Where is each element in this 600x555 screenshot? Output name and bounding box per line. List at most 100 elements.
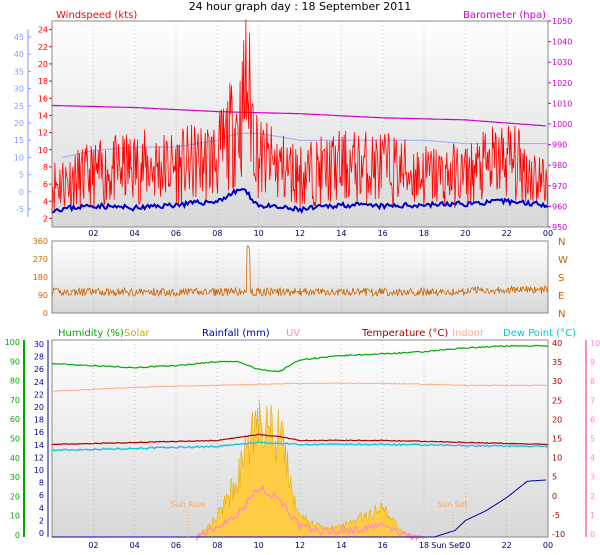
humidity-tick-label: 0: [15, 531, 20, 540]
temp-tick-label: 40: [552, 339, 562, 348]
wind-tick-label: 12: [38, 129, 48, 138]
rain-tick-label: 12: [34, 453, 44, 462]
rain-tick-label: 14: [34, 441, 44, 450]
humidity-tick-label: 80: [10, 377, 20, 386]
wind-tick-label: 2: [43, 214, 48, 223]
uv-tick-label: 4: [590, 454, 595, 463]
rain-tick-label: 22: [34, 390, 44, 399]
humidity-tick-label: 70: [10, 396, 20, 405]
wind-tick-label: 22: [38, 43, 48, 52]
baro-tick-label: 1050: [552, 17, 572, 26]
uv-tick-label: 2: [590, 492, 595, 501]
sun-set-label: Sun Set: [437, 500, 468, 509]
wind-gust-line: [62, 132, 547, 158]
temp-panel-legend-label: Rainfall (mm): [202, 328, 270, 339]
sun-set-tick-label: Sun Set: [431, 541, 462, 550]
wind-x-tick-label: 18: [419, 229, 429, 238]
temp-x-tick-label: 04: [130, 541, 140, 550]
temp-tick-label: 15: [552, 435, 562, 444]
rain-tick-label: 18: [34, 416, 44, 425]
temp-panel-frame: [51, 339, 549, 538]
temp-x-tick-label: 16: [378, 541, 388, 550]
wind-tick-label: 24: [38, 26, 48, 35]
temp-x-tick-label: 00: [543, 541, 553, 550]
wind-x-tick-label: 22: [502, 229, 512, 238]
baro-tick-label: 1030: [552, 58, 572, 67]
rain-tick-label: 24: [34, 378, 44, 387]
uv-tick-label: 5: [590, 435, 595, 444]
direction-tick-label: 270: [33, 255, 48, 264]
baro-tick-label: 990: [552, 141, 567, 150]
humidity-line: [51, 344, 549, 373]
temp-x-tick-label: 22: [502, 541, 512, 550]
baro-line: [52, 104, 546, 127]
rain-tick-label: 26: [34, 365, 44, 374]
baro-tick-label: 950: [552, 223, 567, 232]
uv-tick-label: 0: [590, 530, 595, 539]
rain-tick-label: 4: [39, 504, 44, 513]
sun-rise-label: Sun Rise: [170, 500, 205, 509]
uv-tick-label: 8: [590, 377, 595, 386]
direction-tick-label: 360: [33, 237, 48, 246]
baro-tick-label: 1040: [552, 38, 572, 47]
rain-tick-label: 20: [34, 403, 44, 412]
temp-tick-label: 10: [552, 454, 562, 463]
wind-axis2-tick-label: 40: [14, 50, 24, 59]
temp-x-tick-label: 02: [88, 541, 98, 550]
wind-axis-label: Windspeed (kts): [56, 10, 137, 21]
temp-x-tick-label: 18: [419, 541, 429, 550]
wind-axis2-tick-label: 15: [14, 136, 24, 145]
rain-tick-label: 0: [39, 529, 44, 538]
baro-tick-label: 960: [552, 202, 567, 211]
direction-tick-label: 0: [43, 309, 48, 318]
rain-tick-label: 10: [34, 466, 44, 475]
baro-tick-label: 970: [552, 182, 567, 191]
wind-x-tick-label: 12: [295, 229, 305, 238]
wind-tick-label: 18: [38, 77, 48, 86]
wind-x-tick-label: 10: [254, 229, 264, 238]
temp-tick-label: -5: [552, 511, 560, 520]
wind-tick-label: 20: [38, 60, 48, 69]
temp-panel-legend-label: Indoor: [452, 328, 485, 339]
solar-area: [195, 400, 425, 538]
direction-compass-label: N: [558, 237, 565, 248]
rain-tick-label: 16: [34, 428, 44, 437]
humidity-tick-label: 20: [10, 492, 20, 501]
temp-panel-legend-label: Humidity (%): [58, 328, 124, 339]
wind-tick-label: 14: [38, 111, 48, 120]
rain-tick-label: 30: [34, 340, 44, 349]
temp-tick-label: 0: [552, 492, 557, 501]
temp-x-tick-label: 10: [254, 541, 264, 550]
windspeed-line: [51, 19, 548, 213]
wind-axis2-tick-label: 5: [19, 171, 24, 180]
wind-axis2-tick-label: -5: [16, 205, 24, 214]
temp-x-tick-label: 14: [336, 541, 346, 550]
uv-tick-label: 9: [590, 358, 595, 367]
temp-panel-legend-label: Solar: [124, 328, 150, 339]
rain-tick-label: 28: [34, 353, 44, 362]
temp-tick-label: -10: [552, 530, 565, 539]
temp-x-tick-label: 20: [460, 541, 470, 550]
uv-tick-label: 7: [590, 396, 595, 405]
rainfall-line: [52, 479, 546, 538]
uv-line: [196, 484, 424, 542]
temp-tick-label: 20: [552, 415, 562, 424]
wind-axis2-tick-label: 20: [14, 119, 24, 128]
wind-tick-label: 8: [43, 163, 48, 172]
temp-panel-legend-label: UV: [286, 328, 300, 339]
wind-x-tick-label: 02: [88, 229, 98, 238]
wind-tick-label: 4: [43, 197, 48, 206]
temp-tick-label: 25: [552, 396, 562, 405]
humidity-tick-label: 60: [10, 415, 20, 424]
temp-x-tick-label: 08: [212, 541, 222, 550]
wind-axis2-tick-label: 0: [19, 188, 24, 197]
baro-tick-label: 980: [552, 161, 567, 170]
temp-x-tick-label: 06: [171, 541, 181, 550]
uv-tick-label: 3: [590, 473, 595, 482]
wind-x-tick-label: 06: [171, 229, 181, 238]
direction-compass-label: W: [558, 255, 568, 266]
humidity-tick-label: 90: [10, 357, 20, 366]
wind-axis2-tick-label: 35: [14, 67, 24, 76]
direction-compass-label: E: [558, 291, 564, 302]
wind-x-tick-label: 16: [378, 229, 388, 238]
